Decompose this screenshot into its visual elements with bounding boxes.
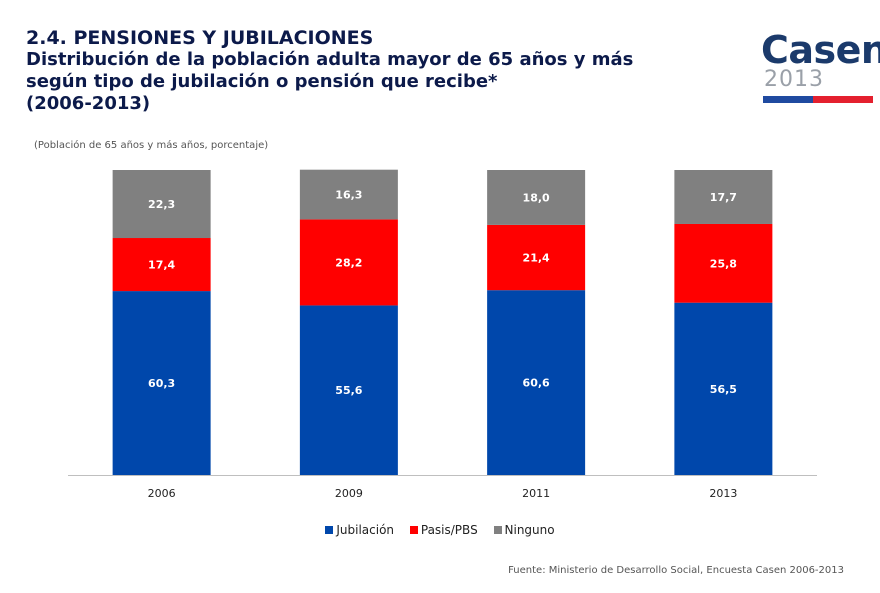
source-note: Fuente: Ministerio de Desarrollo Social,… [508, 565, 844, 576]
logo-year: 2013 [764, 67, 824, 92]
data-label-2009-jubilaci-n: 55,6 [335, 384, 362, 397]
legend-swatch-jubilacion [325, 526, 334, 534]
data-label-2013-pasis-pbs: 25,8 [710, 257, 737, 270]
data-label-2006-pasis-pbs: 17,4 [148, 259, 175, 272]
bar-segment-2011-jubilaci-n [487, 290, 586, 475]
legend-swatch-pasis [409, 526, 418, 534]
data-label-2009-ninguno: 16,3 [335, 189, 362, 202]
x-tick-label-2009: 2009 [335, 487, 363, 500]
bar-segment-2009-jubilaci-n [299, 305, 398, 475]
legend-label-jubilacion: Jubilación [336, 523, 395, 537]
logo-bar-blue [763, 96, 813, 103]
bar-segment-2011-ninguno [487, 170, 586, 225]
logo-word: Casen [761, 28, 880, 72]
legend-item-ninguno: Ninguno [493, 523, 555, 537]
bar-segment-2009-pasis-pbs [299, 219, 398, 306]
bar-segment-2006-pasis-pbs [112, 238, 211, 292]
data-label-2013-ninguno: 17,7 [710, 191, 737, 204]
legend-item-pasis: Pasis/PBS [409, 523, 478, 537]
data-label-2006-jubilaci-n: 60,3 [148, 377, 175, 390]
data-label-2011-jubilaci-n: 60,6 [523, 377, 550, 390]
bar-segment-2006-jubilaci-n [112, 291, 211, 475]
bar-segment-2011-pasis-pbs [487, 224, 586, 291]
x-tick-label-2013: 2013 [709, 487, 737, 500]
chart-subtitle: (Población de 65 años y más años, porcen… [34, 140, 269, 151]
header: 2.4. PENSIONES Y JUBILACIONES Distribuci… [26, 27, 756, 115]
data-label-2011-ninguno: 18,0 [523, 191, 550, 204]
bar-segment-2013-jubilaci-n [674, 302, 773, 475]
data-label-2011-pasis-pbs: 21,4 [523, 252, 550, 265]
legend-swatch-ninguno [493, 526, 502, 534]
stacked-bar-chart: 60,3 17,4 22,3 2006 55,6 28,2 16,3 2009 60,6 21,4… [68, 169, 817, 500]
casen-logo: Casen 2013 [761, 30, 880, 106]
data-label-2009-pasis-pbs: 28,2 [335, 256, 362, 269]
legend-item-jubilacion: Jubilación [325, 523, 394, 537]
chart-title-line-2: según tipo de jubilación o pensión que r… [26, 71, 498, 92]
chart-title-line-1: Distribución de la población adulta mayo… [26, 49, 634, 70]
data-label-2013-jubilaci-n: 56,5 [710, 383, 737, 396]
section-title: 2.4. PENSIONES Y JUBILACIONES [26, 27, 374, 49]
legend-label-ninguno: Ninguno [504, 523, 555, 537]
bar-segment-2009-ninguno [299, 169, 398, 220]
chart-title-line-3: (2006-2013) [26, 93, 151, 114]
bar-segment-2013-pasis-pbs [674, 223, 773, 303]
logo-bar-red [813, 96, 873, 103]
bar-segment-2006-ninguno [112, 170, 211, 239]
x-tick-label-2011: 2011 [522, 487, 550, 500]
x-tick-label-2006: 2006 [148, 487, 176, 500]
data-label-2006-ninguno: 22,3 [148, 198, 175, 211]
legend: Jubilación Pasis/PBS Ninguno [0, 523, 880, 537]
legend-label-pasis: Pasis/PBS [420, 523, 478, 537]
bar-segment-2013-ninguno [674, 170, 773, 224]
